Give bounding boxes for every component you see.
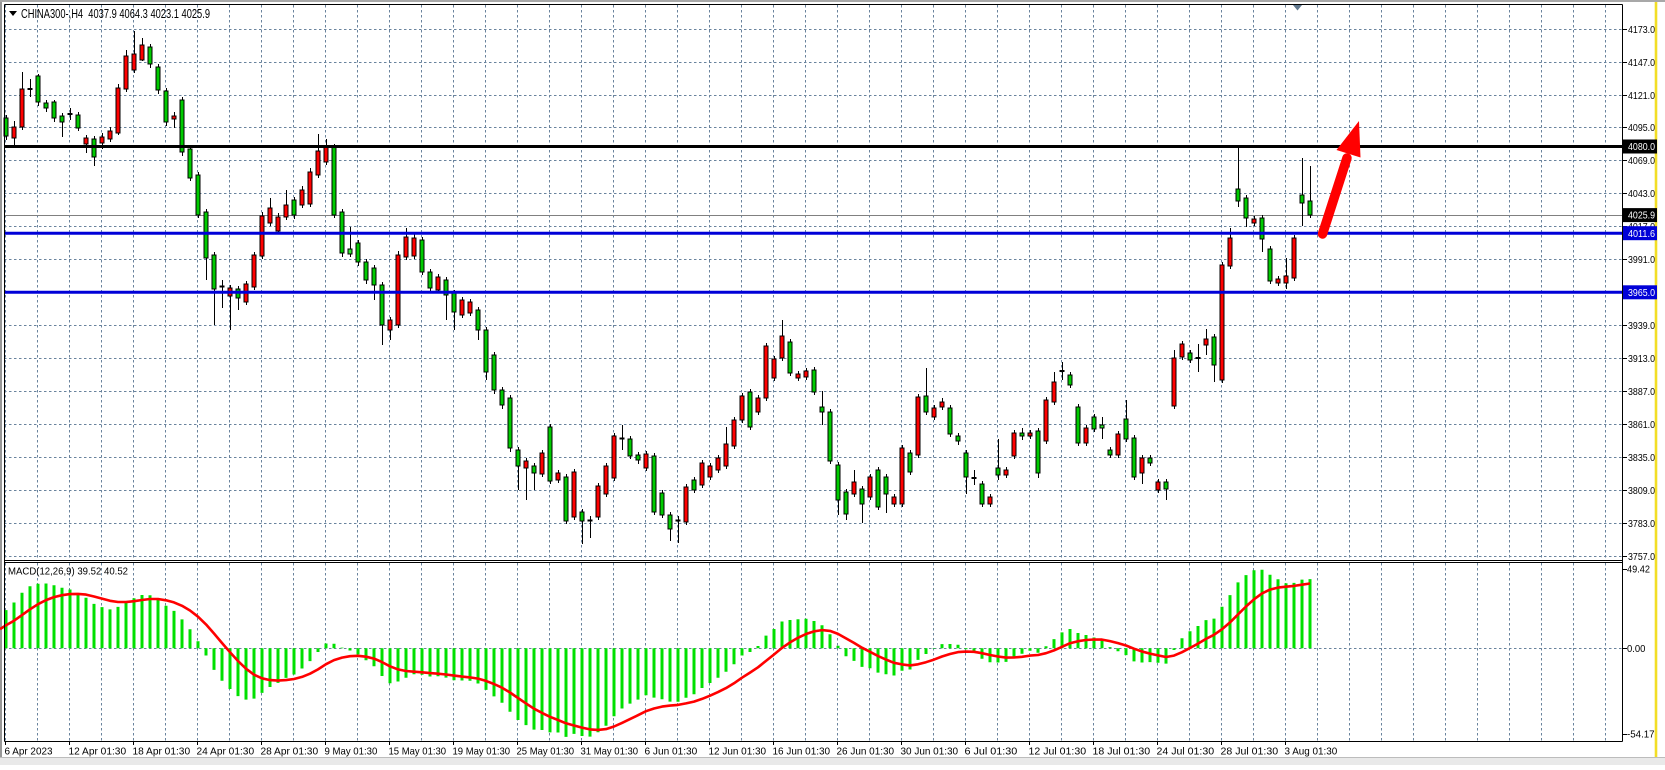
svg-text:28 Jul 01:30: 28 Jul 01:30 (1221, 746, 1279, 758)
svg-text:4121.0: 4121.0 (1628, 90, 1655, 102)
svg-text:6 Apr 2023: 6 Apr 2023 (5, 746, 53, 758)
svg-text:16 Jun 01:30: 16 Jun 01:30 (773, 746, 831, 758)
svg-text:3887.0: 3887.0 (1628, 386, 1655, 398)
svg-text:25 May 01:30: 25 May 01:30 (517, 746, 575, 758)
svg-text:3913.0: 3913.0 (1628, 353, 1655, 365)
svg-text:-54.17: -54.17 (1627, 729, 1655, 741)
svg-text:12 Jul 01:30: 12 Jul 01:30 (1029, 746, 1087, 758)
svg-text:3939.0: 3939.0 (1628, 320, 1655, 332)
svg-text:4025.9: 4025.9 (1628, 210, 1655, 222)
svg-text:CHINA300-,H4 4037.9 4064.3 40: CHINA300-,H4 4037.9 4064.3 4023.1 4025.9 (21, 7, 210, 21)
svg-text:3861.0: 3861.0 (1628, 419, 1655, 431)
svg-text:4069.0: 4069.0 (1628, 155, 1655, 167)
svg-text:3757.0: 3757.0 (1628, 551, 1655, 563)
svg-text:MACD(12,26,9) 39.52 40.52: MACD(12,26,9) 39.52 40.52 (8, 566, 128, 578)
svg-text:26 Jun 01:30: 26 Jun 01:30 (837, 746, 895, 758)
svg-text:30 Jun 01:30: 30 Jun 01:30 (901, 746, 959, 758)
svg-text:4043.0: 4043.0 (1628, 188, 1655, 200)
svg-text:15 May 01:30: 15 May 01:30 (389, 746, 447, 758)
svg-text:9 May 01:30: 9 May 01:30 (325, 746, 378, 758)
svg-text:3965.0: 3965.0 (1628, 287, 1655, 299)
svg-text:0.00: 0.00 (1627, 643, 1646, 655)
svg-text:3835.0: 3835.0 (1628, 452, 1655, 464)
svg-text:4080.0: 4080.0 (1628, 141, 1655, 153)
svg-text:3991.0: 3991.0 (1628, 254, 1655, 266)
svg-text:31 May 01:30: 31 May 01:30 (581, 746, 639, 758)
svg-text:3783.0: 3783.0 (1628, 518, 1655, 530)
svg-text:24 Jul 01:30: 24 Jul 01:30 (1157, 746, 1215, 758)
svg-text:12 Apr 01:30: 12 Apr 01:30 (69, 746, 127, 758)
svg-text:6 Jun 01:30: 6 Jun 01:30 (645, 746, 698, 758)
svg-text:49.42: 49.42 (1627, 563, 1650, 575)
svg-text:18 Apr 01:30: 18 Apr 01:30 (133, 746, 191, 758)
svg-text:3 Aug 01:30: 3 Aug 01:30 (1285, 746, 1338, 758)
svg-text:4147.0: 4147.0 (1628, 57, 1655, 69)
svg-text:28 Apr 01:30: 28 Apr 01:30 (261, 746, 319, 758)
svg-text:4173.0: 4173.0 (1628, 24, 1655, 36)
svg-text:6 Jul 01:30: 6 Jul 01:30 (965, 746, 1018, 758)
svg-text:18 Jul 01:30: 18 Jul 01:30 (1093, 746, 1151, 758)
svg-text:19 May 01:30: 19 May 01:30 (453, 746, 511, 758)
svg-text:12 Jun 01:30: 12 Jun 01:30 (709, 746, 767, 758)
svg-text:3809.0: 3809.0 (1628, 485, 1655, 497)
svg-text:4095.0: 4095.0 (1628, 122, 1655, 134)
svg-text:4011.6: 4011.6 (1628, 228, 1655, 240)
svg-text:24 Apr 01:30: 24 Apr 01:30 (197, 746, 255, 758)
